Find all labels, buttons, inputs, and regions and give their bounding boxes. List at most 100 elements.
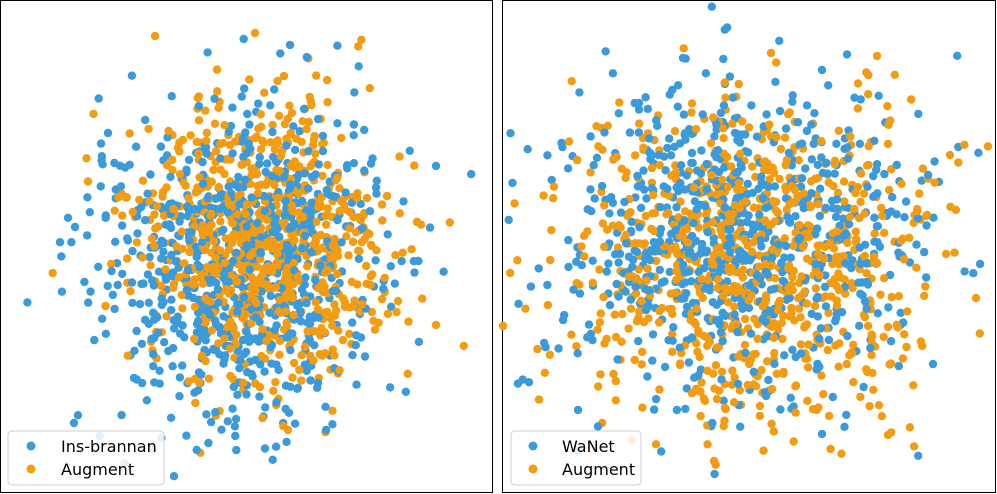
scatter-point-wanet (758, 314, 767, 324)
scatter-point-ins-brannan (313, 114, 323, 124)
scatter-point-ins-brannan (254, 337, 264, 346)
scatter-point-wanet (863, 280, 873, 289)
scatter-point-augment (178, 304, 187, 313)
scatter-point-wanet (796, 182, 806, 191)
scatter-point-ins-brannan (231, 431, 240, 441)
scatter-point-augment (407, 245, 416, 254)
scatter-point-ins-brannan (94, 94, 103, 103)
scatter-point-ins-brannan (127, 71, 137, 80)
scatter-point-augment (712, 244, 721, 253)
scatter-point-ins-brannan (211, 278, 221, 288)
scatter-point-wanet (657, 278, 666, 287)
scatter-point-augment (697, 274, 706, 284)
scatter-point-wanet (679, 260, 688, 269)
scatter-point-augment (172, 242, 181, 251)
scatter-point-augment (283, 263, 292, 272)
scatter-point-ins-brannan (328, 420, 337, 429)
scatter-point-augment (639, 240, 648, 250)
scatter-point-wanet (668, 85, 677, 95)
scatter-point-augment (229, 323, 238, 333)
scatter-point-augment (647, 224, 656, 234)
scatter-point-wanet (758, 194, 768, 203)
scatter-point-augment (899, 255, 909, 264)
scatter-point-augment (643, 264, 652, 273)
scatter-point-augment (603, 121, 612, 130)
scatter-point-wanet (719, 54, 728, 64)
scatter-point-ins-brannan (101, 213, 110, 222)
scatter-point-ins-brannan (333, 215, 342, 225)
scatter-point-wanet (687, 158, 696, 168)
scatter-point-ins-brannan (245, 265, 255, 274)
scatter-point-wanet (697, 244, 707, 253)
scatter-point-ins-brannan (348, 318, 357, 327)
scatter-point-ins-brannan (160, 338, 169, 347)
scatter-point-augment (628, 272, 637, 281)
scatter-point-ins-brannan (154, 328, 163, 337)
scatter-point-ins-brannan (254, 99, 263, 108)
scatter-point-augment (784, 264, 793, 273)
scatter-point-wanet (648, 356, 657, 365)
scatter-point-augment (755, 401, 765, 411)
scatter-point-augment (239, 378, 248, 387)
scatter-point-augment (615, 98, 624, 107)
scatter-point-wanet (717, 375, 726, 384)
scatter-point-ins-brannan (215, 322, 224, 332)
scatter-point-augment (954, 158, 963, 167)
scatter-point-wanet (809, 139, 818, 149)
scatter-point-ins-brannan (349, 159, 359, 168)
scatter-point-wanet (680, 129, 690, 138)
scatter-point-augment (611, 376, 620, 386)
scatter-point-augment (224, 199, 233, 208)
scatter-point-augment (698, 293, 707, 303)
scatter-point-augment (830, 156, 840, 165)
scatter-point-ins-brannan (300, 231, 310, 241)
scatter-point-ins-brannan (175, 217, 184, 226)
scatter-point-augment (298, 117, 307, 126)
scatter-point-augment (819, 390, 828, 399)
scatter-point-wanet (573, 405, 583, 415)
scatter-point-augment (668, 329, 677, 338)
scatter-point-wanet (831, 317, 840, 326)
scatter-point-augment (302, 124, 311, 134)
scatter-point-augment (253, 189, 263, 198)
scatter-point-augment (732, 185, 742, 194)
scatter-point-wanet (634, 98, 644, 108)
scatter-point-ins-brannan (228, 256, 238, 266)
scatter-point-augment (177, 227, 187, 236)
scatter-point-augment (675, 360, 685, 370)
scatter-point-augment (342, 232, 351, 241)
scatter-point-wanet (817, 65, 827, 75)
scatter-point-augment (351, 228, 361, 237)
scatter-point-augment (303, 262, 312, 271)
scatter-point-augment (624, 324, 633, 333)
scatter-point-ins-brannan (214, 298, 223, 307)
scatter-point-augment (288, 293, 298, 303)
scatter-point-augment (224, 245, 234, 254)
scatter-point-augment (850, 204, 859, 214)
scatter-point-ins-brannan (255, 153, 264, 162)
scatter-point-ins-brannan (305, 335, 314, 344)
scatter-point-wanet (677, 294, 686, 303)
scatter-point-ins-brannan (223, 417, 232, 426)
scatter-point-ins-brannan (232, 248, 241, 257)
scatter-point-wanet (888, 192, 897, 202)
scatter-point-wanet (770, 359, 779, 369)
scatter-point-augment (648, 209, 657, 218)
scatter-point-augment (216, 246, 225, 255)
scatter-point-augment (971, 293, 981, 303)
scatter-point-augment (668, 347, 677, 357)
scatter-point-augment (724, 298, 733, 307)
scatter-point-augment (275, 296, 284, 305)
scatter-point-ins-brannan (123, 234, 132, 243)
scatter-point-augment (150, 241, 159, 251)
scatter-point-wanet (678, 279, 687, 289)
scatter-point-ins-brannan (57, 287, 67, 296)
scatter-point-augment (799, 189, 808, 198)
scatter-point-ins-brannan (358, 224, 367, 233)
scatter-point-augment (254, 279, 263, 288)
scatter-point-augment (630, 355, 639, 365)
scatter-point-wanet (801, 164, 810, 173)
scatter-point-augment (145, 197, 154, 206)
scatter-point-augment (201, 294, 210, 303)
scatter-point-wanet (687, 148, 697, 158)
